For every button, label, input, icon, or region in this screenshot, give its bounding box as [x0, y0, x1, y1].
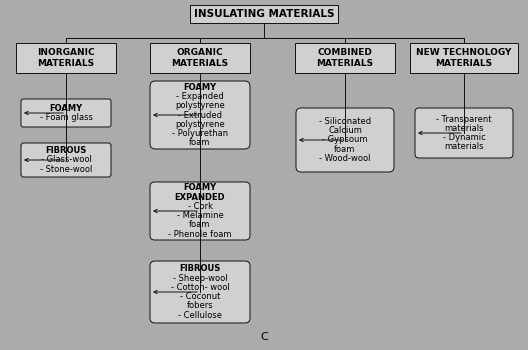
- Text: - Sheep-wool: - Sheep-wool: [173, 274, 228, 282]
- Text: foam: foam: [190, 220, 211, 230]
- Text: FIBROUS: FIBROUS: [180, 264, 221, 273]
- Text: - Polyurethan: - Polyurethan: [172, 129, 228, 138]
- Text: - Expanded: - Expanded: [176, 92, 224, 101]
- Text: - Foam glass: - Foam glass: [40, 113, 92, 122]
- Text: - Cork: - Cork: [187, 202, 212, 211]
- FancyBboxPatch shape: [21, 99, 111, 127]
- Text: - Cellulose: - Cellulose: [178, 311, 222, 320]
- Text: INSULATING MATERIALS: INSULATING MATERIALS: [194, 9, 334, 19]
- Text: - Gypsoum: - Gypsoum: [322, 135, 367, 145]
- Text: INORGANIC: INORGANIC: [37, 48, 95, 57]
- Text: NEW TECHNOLOGY: NEW TECHNOLOGY: [416, 48, 512, 57]
- Text: Calcium: Calcium: [328, 126, 362, 135]
- FancyBboxPatch shape: [150, 81, 250, 149]
- FancyBboxPatch shape: [150, 261, 250, 323]
- FancyBboxPatch shape: [296, 108, 394, 172]
- Text: - Stone-wool: - Stone-wool: [40, 165, 92, 174]
- Text: polystyrene: polystyrene: [175, 101, 225, 110]
- Text: - Siliconated: - Siliconated: [319, 117, 371, 126]
- Text: COMBINED: COMBINED: [317, 48, 372, 57]
- FancyBboxPatch shape: [16, 43, 116, 73]
- Text: ORGANIC: ORGANIC: [177, 48, 223, 57]
- FancyBboxPatch shape: [295, 43, 395, 73]
- Text: MATERIALS: MATERIALS: [316, 58, 374, 68]
- FancyBboxPatch shape: [150, 43, 250, 73]
- Text: - Coconut: - Coconut: [180, 292, 220, 301]
- Text: - Transparent: - Transparent: [436, 114, 492, 124]
- Text: FOAMY: FOAMY: [183, 183, 216, 192]
- Text: MATERIALS: MATERIALS: [172, 58, 229, 68]
- Text: FIBROUS: FIBROUS: [45, 146, 87, 155]
- Text: fobers: fobers: [187, 301, 213, 310]
- FancyBboxPatch shape: [410, 43, 518, 73]
- Text: FOAMY: FOAMY: [50, 104, 82, 113]
- Text: - Phenole foam: - Phenole foam: [168, 230, 232, 239]
- Text: materials: materials: [444, 142, 484, 152]
- Text: C: C: [260, 332, 268, 342]
- FancyBboxPatch shape: [415, 108, 513, 158]
- Text: - Melamine: - Melamine: [177, 211, 223, 220]
- Text: foam: foam: [190, 138, 211, 147]
- FancyBboxPatch shape: [21, 143, 111, 177]
- Text: FOAMY: FOAMY: [183, 83, 216, 92]
- Text: MATERIALS: MATERIALS: [37, 58, 95, 68]
- Text: - Extruded: - Extruded: [178, 111, 222, 119]
- Text: materials: materials: [444, 124, 484, 133]
- Text: foam: foam: [334, 145, 356, 154]
- FancyBboxPatch shape: [150, 182, 250, 240]
- Text: EXPANDED: EXPANDED: [175, 193, 225, 202]
- Text: - Glass-wool: - Glass-wool: [41, 155, 91, 164]
- Text: polystyrene: polystyrene: [175, 120, 225, 129]
- Text: - Dynamic: - Dynamic: [442, 133, 485, 142]
- FancyBboxPatch shape: [190, 5, 338, 23]
- Text: - Wood-wool: - Wood-wool: [319, 154, 371, 163]
- Text: - Cotton- wool: - Cotton- wool: [171, 283, 229, 292]
- Text: MATERIALS: MATERIALS: [436, 58, 493, 68]
